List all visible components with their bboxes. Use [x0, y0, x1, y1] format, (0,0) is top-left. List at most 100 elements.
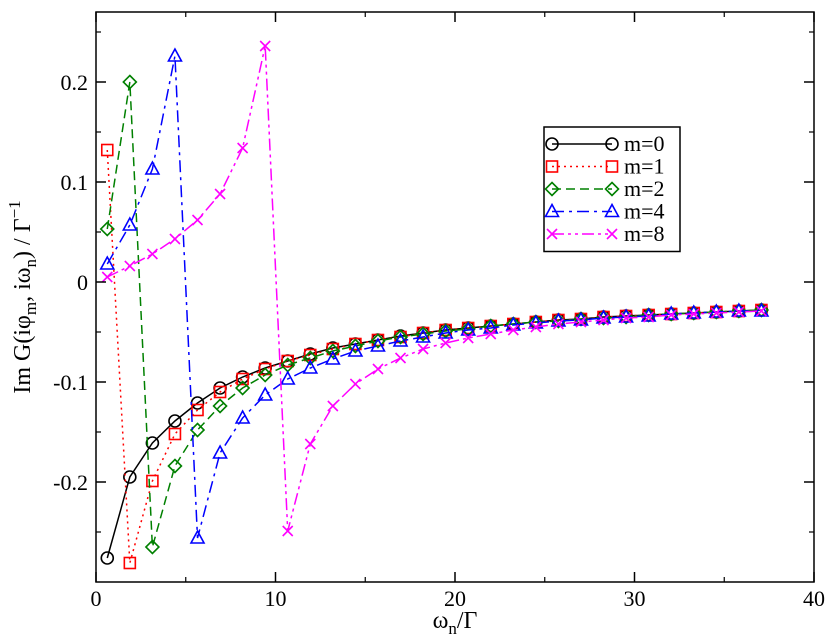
- data-point: [212, 444, 228, 459]
- data-point: [663, 305, 680, 320]
- data-point: [191, 214, 204, 226]
- data-point: [282, 525, 294, 537]
- plot-frame: [95, 11, 815, 583]
- data-point: [279, 370, 296, 385]
- data-point: [234, 409, 251, 424]
- y-tick-label: 0.1: [61, 170, 89, 195]
- data-point: [665, 309, 677, 321]
- series-line: [106, 149, 762, 564]
- data-point: [394, 352, 407, 364]
- legend-label: m=0: [624, 131, 665, 156]
- data-point: [604, 202, 620, 218]
- data-point: [597, 314, 610, 326]
- legend-item: m=2: [544, 176, 665, 201]
- data-point: [302, 350, 318, 366]
- data-point: [437, 324, 454, 339]
- data-point: [417, 343, 429, 355]
- data-point: [731, 303, 747, 319]
- y-tick-label: 0: [77, 270, 88, 295]
- series-line: [106, 55, 762, 539]
- data-point: [349, 378, 361, 390]
- data-point: [212, 398, 228, 414]
- data-point: [327, 400, 339, 412]
- legend-label: m=8: [624, 221, 665, 246]
- data-point: [618, 309, 634, 325]
- y-tick-label: -0.1: [53, 370, 88, 395]
- data-point: [663, 306, 679, 322]
- data-point: [392, 332, 409, 347]
- x-tick-label: 40: [803, 586, 825, 611]
- data-point: [392, 329, 409, 345]
- data-point: [370, 337, 386, 352]
- data-point: [101, 271, 113, 283]
- data-point: [167, 47, 183, 62]
- data-point: [304, 438, 316, 450]
- data-point: [544, 181, 560, 197]
- legend: m=0m=1m=2m=4m=8: [543, 126, 681, 253]
- data-point: [604, 181, 620, 197]
- legend-item: m=0: [545, 131, 665, 156]
- data-point: [347, 342, 364, 357]
- data-point: [546, 228, 558, 240]
- data-point: [214, 188, 226, 200]
- x-tick-label: 30: [624, 586, 646, 611]
- legend-label: m=2: [624, 176, 665, 201]
- data-point: [122, 74, 138, 90]
- legend-item: m=1: [545, 154, 665, 179]
- legend-label: m=4: [624, 199, 665, 224]
- data-point: [99, 221, 115, 237]
- legend-item: m=4: [544, 199, 665, 224]
- data-point: [462, 332, 474, 344]
- data-point: [507, 324, 519, 336]
- data-point: [688, 308, 700, 320]
- data-point: [753, 302, 770, 317]
- plot-area: [99, 40, 770, 570]
- data-point: [708, 304, 724, 320]
- data-point: [440, 337, 452, 349]
- data-point: [144, 539, 161, 555]
- axes: [95, 11, 815, 583]
- data-point: [257, 367, 273, 383]
- series-m=0: [100, 303, 769, 565]
- data-point: [370, 333, 386, 349]
- data-point: [685, 304, 702, 319]
- data-point: [259, 40, 271, 52]
- x-tick-label: 10: [265, 586, 287, 611]
- data-point: [545, 137, 559, 151]
- data-point: [755, 305, 767, 317]
- data-point: [460, 321, 477, 336]
- data-point: [325, 343, 341, 359]
- data-point: [144, 160, 161, 175]
- data-point: [145, 436, 160, 450]
- data-point: [606, 228, 618, 240]
- x-tick-label: 20: [444, 586, 466, 611]
- data-point: [710, 307, 722, 319]
- data-point: [552, 318, 564, 330]
- data-point: [234, 380, 251, 396]
- data-point: [686, 305, 702, 321]
- data-point: [372, 363, 384, 375]
- data-point: [643, 311, 655, 323]
- data-point: [605, 160, 619, 173]
- x-tick-label: 0: [91, 586, 102, 611]
- data-point: [640, 307, 657, 322]
- y-axis-label: Im G(iφm, iωn) / Γ−1: [5, 200, 40, 393]
- data-point: [237, 142, 249, 154]
- data-point: [347, 338, 364, 354]
- data-point: [100, 551, 115, 565]
- y-tick-label: 0.2: [61, 70, 89, 95]
- data-point: [168, 427, 182, 441]
- data-point: [731, 302, 747, 317]
- data-point: [325, 350, 341, 365]
- data-point: [544, 202, 560, 218]
- legend-item: m=8: [546, 221, 665, 246]
- data-point: [123, 556, 137, 570]
- data-point: [167, 458, 183, 474]
- data-point: [123, 470, 137, 484]
- data-point: [99, 255, 116, 270]
- data-point: [415, 328, 431, 343]
- series-m=4: [99, 47, 770, 544]
- y-tick-label: -0.2: [53, 470, 88, 495]
- data-point: [100, 143, 114, 157]
- data-point: [236, 372, 249, 386]
